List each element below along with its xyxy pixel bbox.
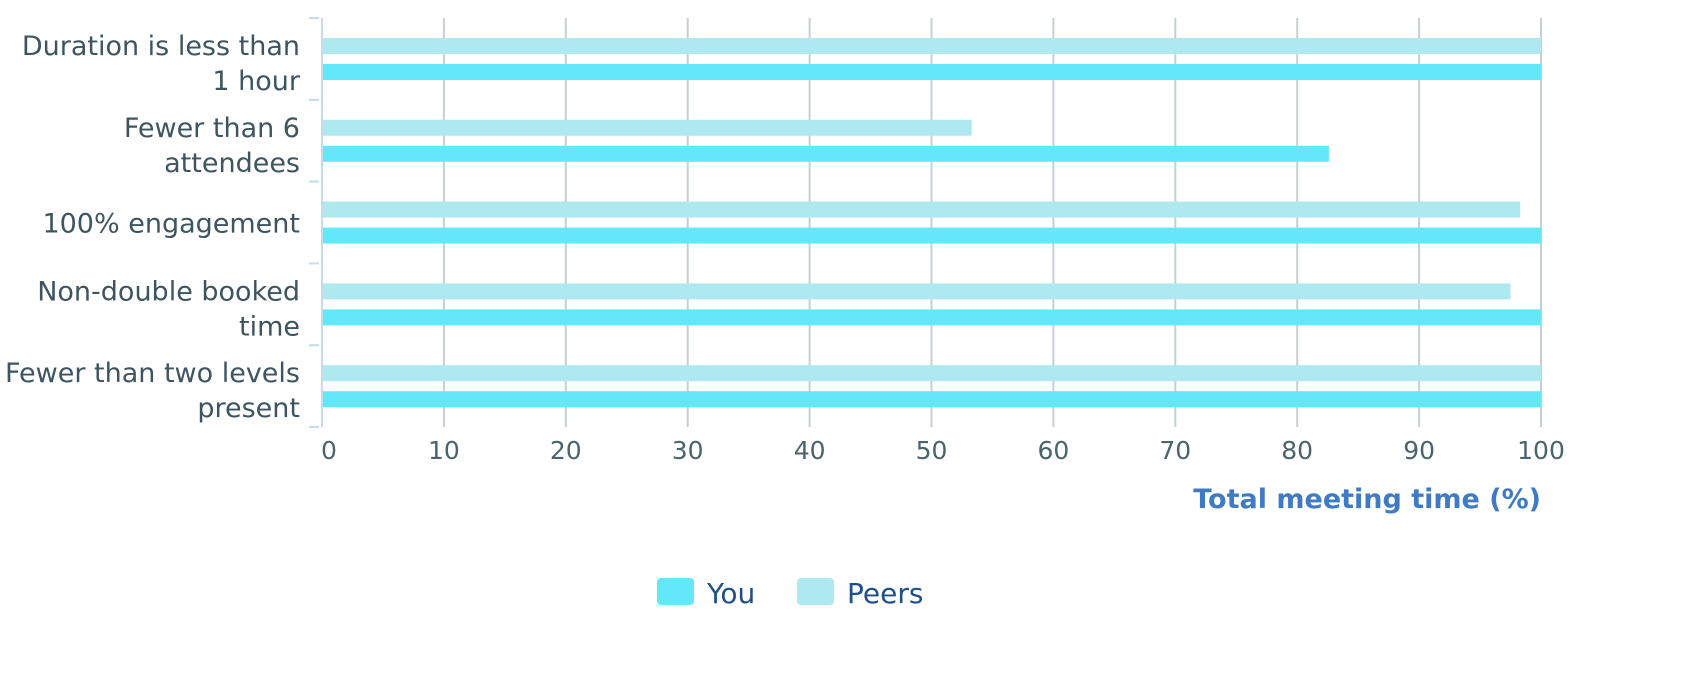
bar-you-2: [322, 145, 1329, 162]
bar-peers-1: [322, 38, 1541, 54]
category-label-4: Non-double booked time: [37, 276, 300, 342]
x-tick-label-50: 50: [916, 436, 948, 465]
bar-peers-3: [322, 201, 1521, 218]
legend-label-peers: Peers: [847, 577, 923, 610]
x-tick-label-20: 20: [550, 436, 582, 465]
category-label-3: 100% engagement: [42, 209, 300, 240]
category-labels: Duration is less than 1 hour Fewer than 6 a…: [5, 31, 301, 424]
bar-peers-2: [322, 119, 972, 136]
category-label-5: Fewer than two levels present: [5, 358, 300, 424]
category-label-line: Duration is less than: [22, 31, 300, 62]
x-tick-label-0: 0: [321, 436, 337, 465]
bar-you-3: [322, 227, 1541, 244]
legend-label-you: You: [706, 577, 755, 610]
category-label-2: Fewer than 6 attendees: [124, 113, 300, 179]
bar-groups: [322, 38, 1541, 408]
x-tick-labels: 0 10 20 30 40 50 60 70 80 90 100: [321, 436, 1565, 465]
x-axis-title: Total meeting time (%): [1193, 484, 1541, 515]
category-label-1: Duration is less than 1 hour: [22, 31, 301, 97]
x-tick-label-80: 80: [1281, 436, 1313, 465]
x-tick-label-40: 40: [794, 436, 826, 465]
x-tick-label-60: 60: [1037, 436, 1069, 465]
legend-swatch-peers: [797, 578, 834, 605]
bar-you-5: [322, 391, 1541, 408]
category-label-line: present: [197, 393, 300, 424]
bar-you-4: [322, 309, 1541, 326]
x-tick-label-100: 100: [1517, 436, 1565, 465]
category-label-line: time: [239, 311, 300, 342]
grid-lines: [321, 18, 1542, 427]
category-label-line: 100% engagement: [42, 209, 300, 240]
legend-item-peers: Peers: [797, 577, 923, 610]
x-tick-label-70: 70: [1159, 436, 1191, 465]
category-label-line: Fewer than two levels: [5, 358, 300, 389]
bar-peers-4: [322, 283, 1511, 300]
category-label-line: Fewer than 6: [124, 113, 300, 144]
category-label-line: 1 hour: [212, 66, 301, 97]
legend: You Peers: [657, 577, 923, 610]
bar-you-1: [322, 64, 1541, 80]
category-label-line: attendees: [164, 148, 300, 179]
legend-swatch-you: [657, 578, 694, 605]
x-tick-label-30: 30: [672, 436, 704, 465]
category-label-line: Non-double booked: [37, 276, 300, 307]
bar-peers-5: [322, 365, 1541, 382]
legend-item-you: You: [657, 577, 755, 610]
axes: [309, 17, 323, 428]
x-tick-label-10: 10: [428, 436, 460, 465]
x-tick-label-90: 90: [1403, 436, 1435, 465]
